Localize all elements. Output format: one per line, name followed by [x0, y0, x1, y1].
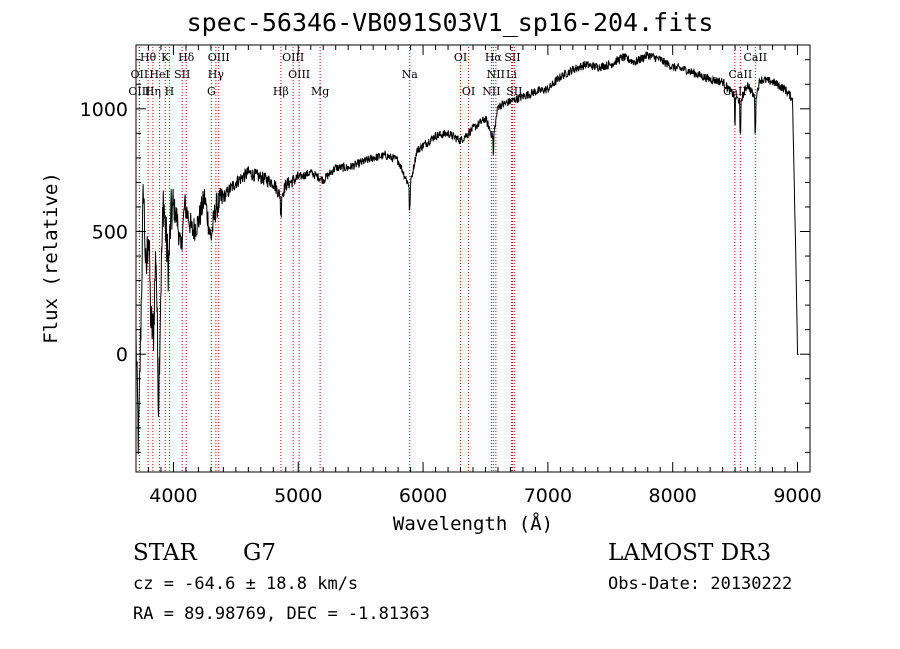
spectral-line-label: OIII: [282, 51, 304, 64]
obs-date: Obs-Date: 20130222: [608, 574, 793, 594]
x-axis-ticks: 4000 5000 6000 7000 8000 9000: [135, 45, 822, 507]
survey-name: LAMOST DR3: [608, 540, 772, 566]
object-subclass: G7: [243, 540, 277, 566]
spectral-line-label: CaII: [729, 68, 753, 81]
spectral-line-label: G: [207, 85, 216, 98]
spectral-line-label: HeI: [149, 68, 169, 81]
y-tick-label: 1000: [80, 99, 128, 121]
spectral-line-label: OII: [131, 68, 149, 81]
spectral-line-label: OIII: [208, 51, 230, 64]
x-tick-label: 4000: [149, 485, 197, 507]
x-tick-label: 5000: [274, 485, 322, 507]
spectral-line-label: SII: [174, 68, 190, 81]
object-class: STAR: [133, 540, 197, 566]
spectral-line-label: Hη: [145, 85, 161, 98]
y-tick-label: 0: [116, 344, 128, 366]
spectral-line-label: Na: [402, 68, 419, 81]
spectral-line-label: CaII: [743, 51, 767, 64]
spectral-line-label: K: [161, 51, 170, 64]
spectral-line-label: NII: [482, 85, 500, 98]
spectral-line-label: OI: [454, 51, 467, 64]
spectral-line-label: OI: [462, 85, 475, 98]
spectral-line-label: Hγ: [208, 68, 225, 81]
x-tick-label: 9000: [773, 485, 821, 507]
spectral-line-label: OIII: [128, 85, 150, 98]
x-axis-label: Wavelength (Å): [393, 512, 553, 535]
spectral-line-label: Hδ: [178, 51, 195, 64]
spectrum-line: [135, 51, 799, 455]
spectral-line-label: Li: [506, 68, 517, 81]
plot-frame: [135, 44, 811, 473]
y-tick-label: 500: [92, 222, 128, 244]
y-axis-label: Flux (relative): [40, 172, 62, 344]
spectral-line-label: Hα: [485, 51, 503, 64]
spectral-line-markers: [138, 47, 756, 472]
chart-title: spec-56346-VB091S03V1_sp16-204.fits: [186, 8, 714, 37]
spectral-line-label: H: [165, 85, 175, 98]
y-axis-ticks: 0 500 1000: [80, 59, 810, 453]
spectral-line-label: OIII: [288, 68, 310, 81]
redshift-cz: cz = -64.6 ± 18.8 km/s: [133, 574, 359, 594]
spectral-line-label: Hβ: [273, 85, 289, 98]
coordinates: RA = 89.98769, DEC = -1.81363: [133, 604, 430, 624]
x-tick-label: 6000: [399, 485, 447, 507]
spectral-line-label: SII: [504, 51, 520, 64]
spectral-line-label: NII: [487, 68, 505, 81]
spectral-line-label: Mg: [311, 85, 329, 98]
spectral-line-label: SII: [506, 85, 522, 98]
x-tick-label: 8000: [649, 485, 697, 507]
x-tick-label: 7000: [524, 485, 572, 507]
spectral-line-label: Hθ: [140, 51, 157, 64]
